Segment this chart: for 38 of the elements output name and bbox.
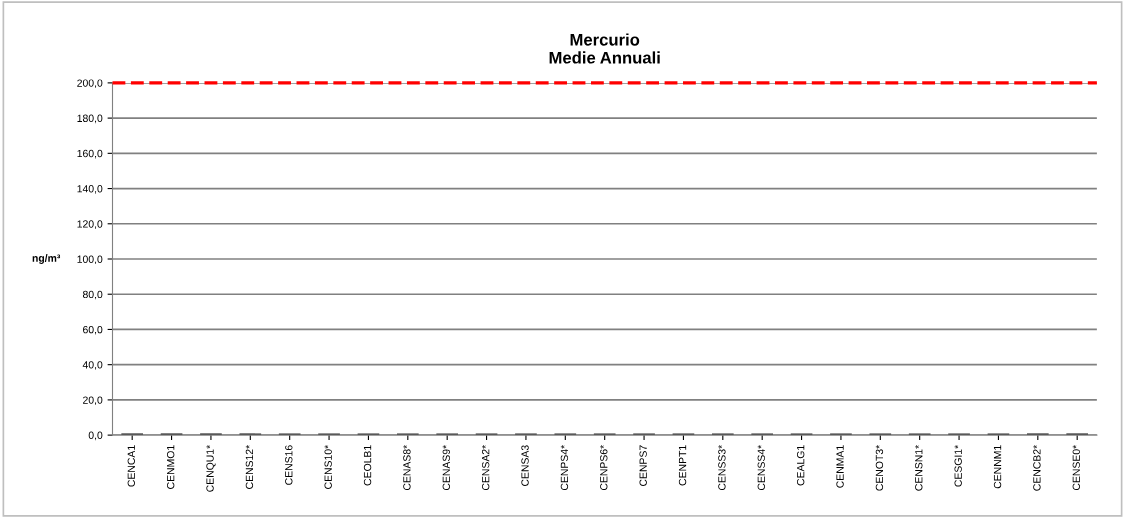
- x-tick-label: CENNM1: [993, 445, 1002, 489]
- x-tick-label: CENSE0*: [1072, 445, 1080, 491]
- y-tick-label: 200,0: [77, 79, 103, 88]
- y-tick-label: 40,0: [82, 361, 103, 370]
- x-tick-label: CENQU1*: [206, 445, 216, 492]
- x-tick-label: CENAS9*: [442, 445, 450, 491]
- x-tick-label: CENS16: [285, 445, 293, 485]
- y-tick-label: 120,0: [77, 220, 103, 229]
- y-axis-title: ng/m³: [32, 254, 61, 264]
- x-tick-label: CENPS7: [639, 445, 647, 486]
- x-tick-label: CENOT3*: [875, 445, 884, 491]
- y-tick-label: 180,0: [77, 114, 103, 124]
- y-tick-label: 0,0: [88, 431, 103, 441]
- x-tick-label: CENSA2*: [481, 445, 490, 491]
- y-tick-label: 100,0: [77, 255, 103, 265]
- y-tick-label: 20,0: [83, 396, 103, 405]
- x-tick-label: CENS10*: [324, 445, 332, 489]
- x-tick-label: CENSA3: [521, 445, 529, 486]
- x-tick-label: CEALG1: [796, 445, 805, 486]
- y-tick-label: 140,0: [77, 185, 103, 194]
- x-tick-label: CENCA1: [127, 445, 135, 487]
- x-tick-label: CESGI1*: [954, 445, 962, 487]
- x-tick-label: CENMA1: [836, 445, 844, 488]
- x-tick-label: CENSS3*: [718, 445, 726, 491]
- x-tick-label: CENS12*: [245, 445, 254, 489]
- y-tick-label: 160,0: [77, 149, 103, 159]
- x-tick-label: CENPS6*: [600, 445, 608, 491]
- x-tick-label: CENPT1: [678, 445, 687, 486]
- x-tick-label: CEOLB1: [363, 445, 372, 486]
- chart-title: Mercurio Medie Annuali: [549, 33, 660, 64]
- x-tick-label: CENCB2*: [1033, 445, 1041, 491]
- x-tick-label: CENPS4*: [560, 445, 569, 491]
- x-tick-label: CENSN1*: [915, 445, 923, 491]
- x-tick-label: CENAS8*: [403, 445, 411, 491]
- x-tick-label: CENSS4*: [757, 445, 765, 491]
- x-tick-label: CENMO1: [166, 445, 175, 489]
- y-tick-label: 60,0: [83, 325, 103, 335]
- y-tick-label: 80,0: [82, 290, 103, 300]
